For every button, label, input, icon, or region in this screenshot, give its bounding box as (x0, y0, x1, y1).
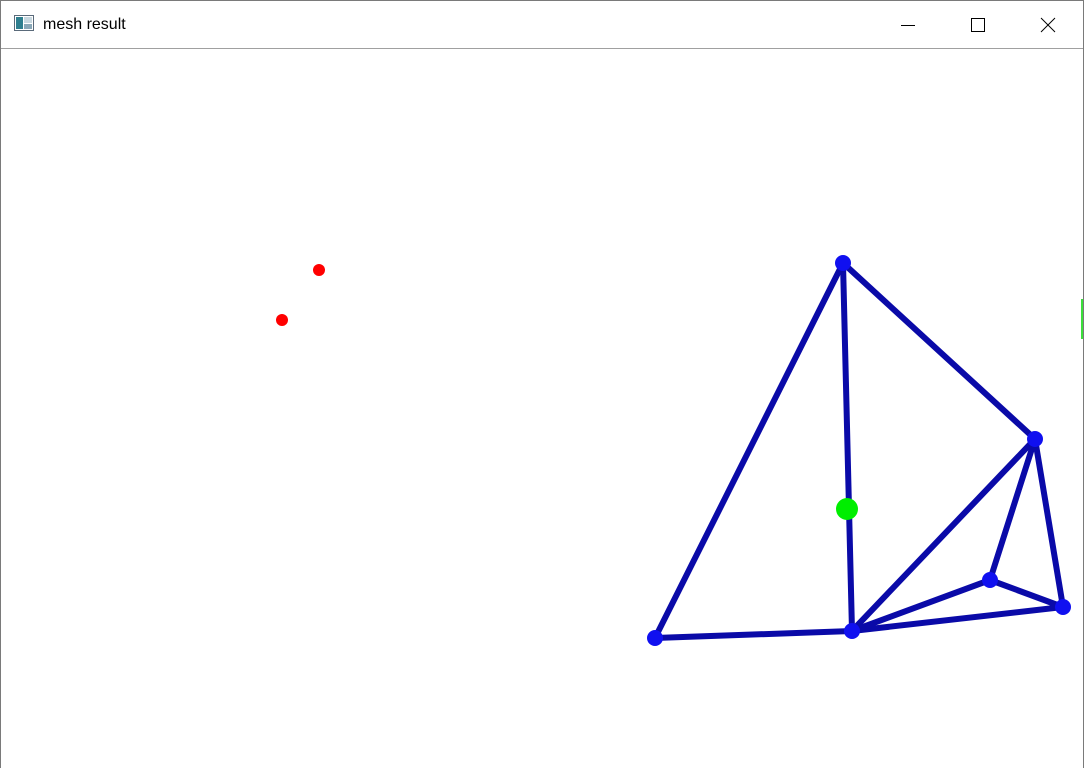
mesh-vertex (647, 630, 663, 646)
mesh-edge (652, 260, 846, 641)
close-button[interactable] (1013, 1, 1083, 48)
mesh-vertex (982, 572, 998, 588)
mesh-vertex (1027, 431, 1043, 447)
mesh-edge (840, 260, 855, 634)
maximize-icon (970, 17, 986, 33)
mesh-vertex (835, 255, 851, 271)
title-bar[interactable]: mesh result (1, 1, 1083, 49)
mesh-vertex (844, 623, 860, 639)
outlier-point (313, 264, 325, 276)
mesh-edge (849, 577, 993, 634)
minimize-icon (900, 17, 916, 33)
mesh-edge (1032, 436, 1066, 610)
mesh-canvas[interactable] (1, 49, 1083, 768)
opencv-window-icon (14, 15, 34, 31)
maximize-button[interactable] (943, 1, 1013, 48)
edge-highlight (1081, 299, 1083, 339)
window-title: mesh result (43, 16, 126, 33)
mesh-edge (840, 260, 1038, 442)
mesh-edge (652, 628, 855, 641)
mesh-edge (987, 577, 1066, 610)
query-point (836, 498, 858, 520)
mesh-drawing (276, 255, 1071, 646)
outlier-point (276, 314, 288, 326)
mesh-edge (849, 436, 1038, 634)
mesh-edge (849, 604, 1066, 634)
minimize-button[interactable] (873, 1, 943, 48)
mesh-edge (987, 436, 1038, 583)
mesh-vertex (1055, 599, 1071, 615)
close-icon (1040, 17, 1056, 33)
